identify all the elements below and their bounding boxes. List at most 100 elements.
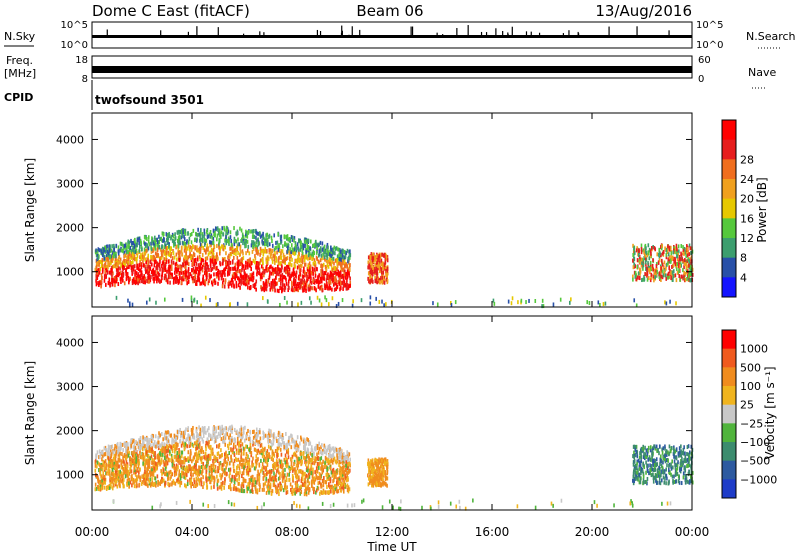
echo-cell xyxy=(386,268,389,273)
echo-cell xyxy=(317,278,320,283)
echo-cell xyxy=(233,283,235,288)
echo-cell xyxy=(218,273,220,278)
echo-cell xyxy=(195,444,198,449)
echo-cell xyxy=(284,261,286,266)
echo-cell xyxy=(126,255,128,260)
echo-cell xyxy=(131,278,134,283)
echo-cell xyxy=(310,276,312,281)
echo-cell xyxy=(294,241,297,246)
echo-cell xyxy=(331,266,333,271)
echo-cell xyxy=(151,272,154,277)
echo-cell xyxy=(101,264,104,269)
echo-cell xyxy=(285,256,288,261)
echo-cell xyxy=(130,253,133,258)
nsearch-tick-bottom: 10^0 xyxy=(696,40,723,51)
echo-cell xyxy=(246,239,249,244)
echo-cell xyxy=(328,275,331,280)
echo-cell xyxy=(187,243,190,248)
echo-cell xyxy=(641,278,643,283)
echo-cell xyxy=(342,286,344,291)
echo-cell xyxy=(168,432,171,437)
echo-cell xyxy=(125,250,128,255)
echo-cell xyxy=(639,267,641,272)
echo-cell xyxy=(237,471,239,476)
echo-cell xyxy=(139,268,141,273)
echo-cell xyxy=(99,468,101,473)
echo-cell xyxy=(272,281,275,286)
echo-cell xyxy=(162,232,165,237)
echo-cell xyxy=(602,302,605,307)
echo-cell xyxy=(199,266,202,271)
echo-cell xyxy=(257,242,260,247)
echo-cell xyxy=(161,261,164,266)
echo-cell xyxy=(634,264,637,269)
echo-cell xyxy=(177,229,180,234)
echo-cell xyxy=(316,267,318,272)
echo-cell xyxy=(378,260,381,265)
echo-cell xyxy=(178,257,181,262)
echo-cell xyxy=(200,243,203,248)
echo-cell xyxy=(193,278,196,283)
echo-cell xyxy=(176,230,179,235)
echo-cell xyxy=(234,266,236,271)
echo-cell xyxy=(643,275,645,280)
echo-cell xyxy=(322,252,324,257)
echo-cell xyxy=(229,471,231,476)
echo-cell xyxy=(245,458,248,463)
echo-cell xyxy=(311,251,314,256)
echo-cell xyxy=(227,457,230,462)
echo-cell xyxy=(132,478,135,483)
echo-cell xyxy=(145,300,148,305)
echo-cell xyxy=(114,264,117,269)
echo-cell xyxy=(249,446,252,451)
echo-cell xyxy=(98,455,100,460)
echo-cell xyxy=(237,259,239,264)
echo-cell xyxy=(307,479,309,484)
echo-cell xyxy=(199,237,202,242)
echo-cell xyxy=(168,439,170,444)
echo-cell xyxy=(325,267,328,272)
echo-cell xyxy=(380,252,382,257)
echo-cell xyxy=(341,280,344,285)
echo-cell xyxy=(339,287,341,292)
echo-cell xyxy=(200,460,203,465)
echo-cell xyxy=(274,253,276,258)
echo-cell xyxy=(313,243,316,248)
freq-label: Freq. xyxy=(6,54,33,67)
echo-cell xyxy=(303,480,306,485)
echo-cell xyxy=(211,266,214,271)
echo-cell xyxy=(160,236,163,241)
echo-cell xyxy=(254,448,257,453)
echo-cell xyxy=(640,243,643,248)
echo-cell xyxy=(290,445,293,450)
echo-cell xyxy=(294,487,296,492)
echo-cell xyxy=(204,280,207,285)
echo-cell xyxy=(216,233,219,238)
echo-cell xyxy=(306,466,308,471)
echo-cell xyxy=(236,268,239,273)
echo-cell xyxy=(147,246,150,251)
echo-cell xyxy=(378,266,381,271)
echo-cell xyxy=(669,245,672,250)
echo-cell xyxy=(177,236,180,241)
echo-cell xyxy=(163,245,166,250)
echo-cell xyxy=(665,255,668,260)
y-tick-label: 2000 xyxy=(56,222,84,235)
echo-cell xyxy=(104,274,107,279)
echo-cell xyxy=(256,477,259,482)
echo-cell xyxy=(330,271,333,276)
echo-cell xyxy=(125,248,127,253)
echo-cell xyxy=(146,243,149,248)
echo-cell xyxy=(369,258,372,263)
echo-cell xyxy=(656,267,658,272)
echo-cell xyxy=(674,262,677,267)
echo-cell xyxy=(98,259,101,264)
echo-cell xyxy=(104,245,107,250)
colorbar-swatch xyxy=(722,277,736,298)
echo-cell xyxy=(263,465,265,470)
echo-cell xyxy=(281,433,284,438)
echo-cell xyxy=(128,264,130,269)
echo-cell xyxy=(127,298,129,303)
echo-cell xyxy=(200,482,203,487)
echo-cell xyxy=(146,270,149,275)
